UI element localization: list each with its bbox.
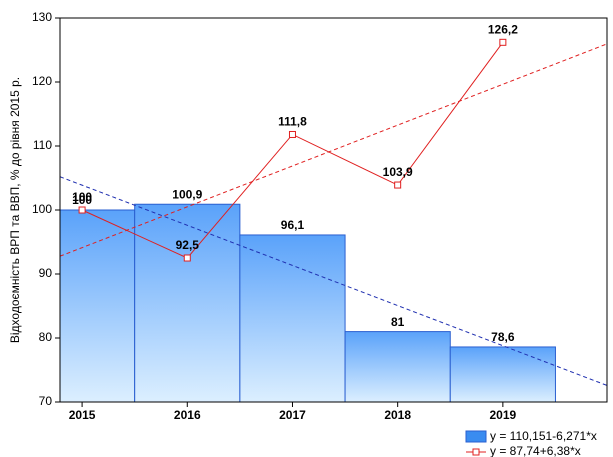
y-tick-label: 120 (32, 74, 52, 88)
legend-swatch (465, 430, 487, 443)
y-tick-label: 80 (39, 330, 53, 344)
data-label: 78,6 (491, 330, 515, 344)
y-tick-label: 70 (39, 394, 53, 408)
bar (239, 234, 346, 402)
data-label: 111,8 (278, 115, 307, 129)
y-axis-label: Відходоємність ВРП та ВВП, % до рівня 20… (8, 77, 22, 343)
data-label: 92,5 (176, 238, 200, 252)
x-tick-label: 2018 (384, 408, 411, 422)
bar (134, 203, 241, 402)
line-marker (288, 130, 296, 138)
line-marker (78, 206, 86, 214)
legend-swatch (472, 448, 480, 456)
legend-label: y = 87,74+6,38*x (490, 444, 581, 457)
bar (60, 209, 136, 402)
plot-frame (59, 17, 608, 403)
bar (449, 346, 556, 402)
x-tick-label: 2019 (490, 408, 517, 422)
data-label: 103,9 (383, 165, 413, 179)
bar (344, 331, 451, 402)
y-tick-label: 100 (32, 202, 52, 216)
x-tick-label: 2016 (174, 408, 201, 422)
data-label: 100,9 (172, 187, 202, 201)
data-label: 100 (72, 190, 92, 204)
data-label: 81 (391, 315, 405, 329)
y-tick-label: 110 (33, 138, 52, 152)
x-tick-label: 2015 (69, 408, 96, 422)
line-marker (183, 254, 191, 262)
data-label: 126,2 (488, 22, 518, 36)
legend-label: y = 110,151-6,271*x (490, 429, 597, 443)
y-tick-label: 130 (32, 10, 52, 24)
y-tick-label: 90 (39, 266, 53, 280)
x-tick-label: 2017 (279, 408, 306, 422)
data-label: 96,1 (281, 218, 305, 232)
line-marker (499, 38, 507, 46)
line-marker (394, 181, 402, 189)
data-label: 100 (72, 193, 92, 207)
